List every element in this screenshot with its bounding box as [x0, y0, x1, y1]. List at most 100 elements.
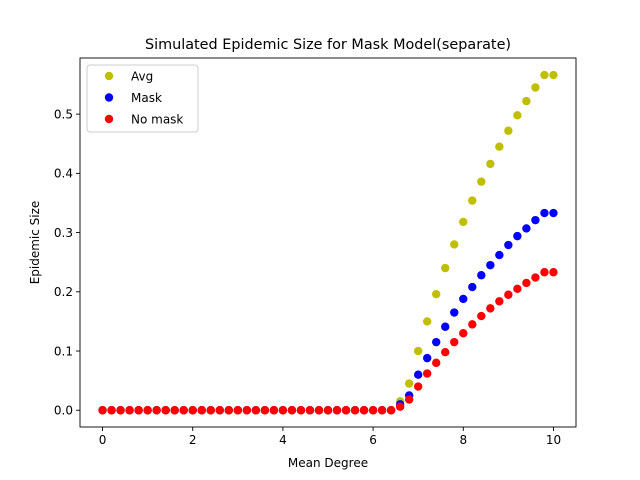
data-point	[495, 250, 504, 260]
data-point	[170, 406, 179, 415]
data-point	[413, 346, 423, 356]
data-point	[423, 353, 432, 363]
data-point	[432, 337, 441, 347]
data-point	[161, 406, 170, 415]
data-point	[278, 406, 288, 415]
data-point	[107, 406, 116, 415]
data-point	[350, 406, 360, 415]
data-point	[468, 320, 477, 329]
data-point	[260, 406, 270, 415]
legend-label: Mask	[131, 91, 162, 105]
data-point	[459, 329, 468, 338]
data-point	[152, 406, 161, 415]
data-point	[143, 406, 152, 415]
data-point	[432, 358, 441, 368]
x-tick-label: 0	[99, 433, 107, 447]
data-point	[531, 215, 540, 225]
data-point	[98, 406, 107, 415]
data-point	[441, 322, 450, 331]
points-layer	[98, 70, 558, 415]
x-axis-label: Mean Degree	[288, 456, 368, 470]
data-point	[423, 317, 432, 326]
x-tick-label: 4	[279, 433, 287, 447]
legend-entries: Avg Mask No mask	[104, 69, 183, 126]
data-point	[404, 379, 414, 388]
data-point	[314, 406, 324, 415]
data-point	[513, 284, 522, 294]
legend-box	[86, 64, 199, 133]
data-point	[468, 196, 477, 205]
data-point	[413, 382, 423, 391]
data-point	[296, 406, 306, 415]
legend-marker	[104, 114, 114, 124]
data-point	[441, 263, 450, 273]
data-point	[359, 406, 369, 415]
data-point	[251, 406, 261, 415]
data-point	[224, 406, 233, 415]
data-point	[513, 111, 522, 120]
data-point	[332, 406, 342, 415]
data-point	[522, 278, 531, 288]
data-point	[287, 406, 297, 415]
data-point	[386, 406, 396, 415]
legend-label: No mask	[131, 112, 183, 126]
data-point	[305, 406, 315, 415]
x-tick-label: 10	[546, 433, 561, 447]
legend-marker	[104, 71, 114, 81]
data-point	[395, 402, 405, 411]
data-point	[549, 70, 558, 80]
data-point	[549, 268, 558, 277]
data-point	[269, 406, 279, 415]
data-point	[486, 159, 495, 169]
data-point	[341, 406, 351, 415]
data-point	[432, 289, 441, 299]
data-point	[513, 231, 522, 241]
data-point	[233, 406, 243, 415]
data-point	[459, 294, 468, 304]
data-point	[477, 177, 486, 186]
data-point	[368, 406, 378, 415]
series-no-mask	[98, 268, 558, 415]
data-point	[504, 290, 513, 299]
y-tick-label: 0.4	[54, 167, 73, 181]
data-point	[450, 308, 459, 317]
data-point	[215, 406, 224, 415]
y-axis-ticks: 0.0 0.1 0.2 0.3 0.4 0.5	[54, 107, 80, 418]
data-point	[531, 83, 540, 92]
data-point	[116, 406, 125, 415]
data-point	[459, 217, 468, 227]
data-point	[540, 208, 549, 218]
data-point	[540, 70, 549, 80]
data-point	[134, 406, 143, 415]
plot-frame	[79, 57, 577, 428]
data-point	[323, 406, 333, 415]
data-point	[188, 406, 197, 415]
data-point	[504, 240, 513, 250]
data-point	[549, 208, 558, 218]
y-tick-label: 0.3	[54, 226, 73, 240]
data-point	[477, 271, 486, 280]
data-point	[179, 406, 188, 415]
y-tick-label: 0.0	[54, 404, 73, 418]
data-point	[377, 406, 387, 415]
x-tick-label: 6	[369, 433, 377, 447]
data-point	[486, 304, 495, 313]
data-point	[125, 406, 134, 415]
x-tick-label: 2	[189, 433, 197, 447]
data-point	[242, 406, 252, 415]
data-point	[197, 406, 206, 415]
y-tick-label: 0.5	[54, 107, 73, 121]
x-tick-label: 8	[459, 433, 467, 447]
y-axis-label: Epidemic Size	[28, 201, 42, 285]
data-point	[206, 406, 215, 415]
legend-label: Avg	[131, 69, 153, 83]
data-point	[495, 297, 504, 306]
data-point	[404, 395, 414, 404]
data-point	[540, 268, 549, 277]
data-point	[450, 337, 459, 347]
data-point	[495, 142, 504, 151]
y-tick-label: 0.1	[54, 344, 73, 358]
data-point	[522, 96, 531, 106]
data-point	[450, 240, 459, 249]
